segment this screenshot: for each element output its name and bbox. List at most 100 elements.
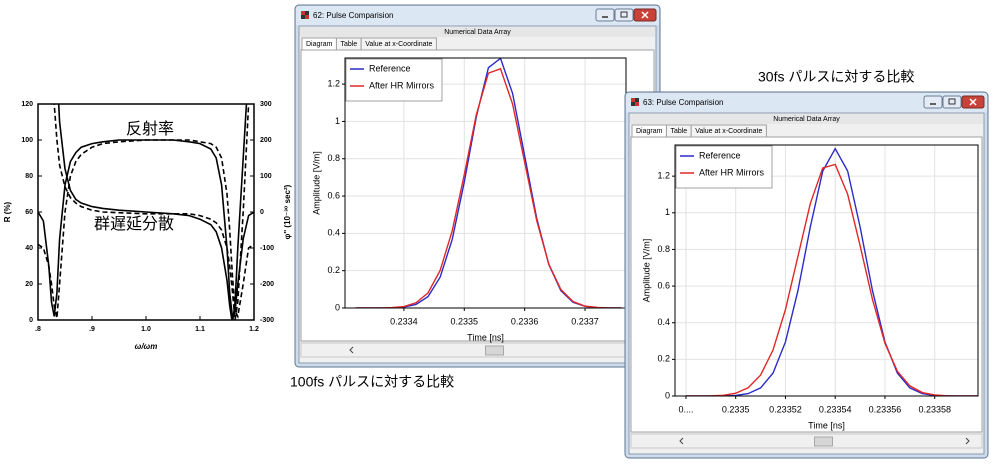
y-tick-label: 20 (25, 281, 33, 288)
y2-axis-label: φ'' (10⁻³⁰ sec²) (283, 184, 292, 239)
legend-label: Reference (369, 63, 411, 73)
chart: 0.2334 0.2335 0.2336 0.2337 0 0.2 0.4 0.6 0.8 1 1.… (311, 57, 627, 342)
y-tick-label: 40 (25, 245, 33, 252)
y2-tick-label: -300 (260, 317, 274, 324)
maximize-button[interactable] (942, 95, 962, 109)
maximize-glyph (620, 11, 628, 18)
scrollbar[interactable] (300, 342, 655, 358)
x-tick-label: 0.23352 (769, 404, 802, 414)
header-text: Numerical Data Array (444, 29, 511, 36)
icon-cell (305, 15, 309, 19)
y-tick-label: 0.2 (327, 265, 340, 275)
chart: .8 .9 1.0 1.1 1.2 0 20 40 60 80 100 120 -300 -200 -100… (3, 101, 292, 351)
y-tick-label: 0.6 (327, 190, 340, 200)
x-tick-label: 0.23356 (869, 404, 902, 414)
chart: 0.... 0.2335 0.23352 0.23354 0.23356 0.23358 0… (641, 144, 979, 430)
y-axis-label: Amplitude [V/m] (311, 151, 321, 215)
y-tick-label: 0.8 (657, 244, 670, 254)
y-tick-label: 60 (25, 209, 33, 216)
x-tick-label: 0.2337 (571, 316, 599, 326)
maximize-button[interactable] (614, 8, 634, 22)
window-icon (631, 98, 639, 106)
scroll-right-arrow[interactable] (965, 437, 970, 445)
y-tick-label: 0.4 (327, 228, 340, 238)
header-row (300, 27, 655, 37)
tab-label[interactable]: Table (340, 41, 357, 48)
y-tick-label: 120 (21, 101, 33, 108)
scroll-left-arrow[interactable] (679, 437, 684, 445)
series-line (57, 104, 248, 320)
tab-label[interactable]: Table (670, 128, 687, 135)
title-bar (626, 93, 987, 113)
legend-label: After HR Mirrors (699, 167, 764, 177)
y-tick-label: 0 (665, 390, 670, 400)
legend (675, 145, 773, 189)
header-row (630, 114, 983, 124)
icon-cell (301, 11, 305, 15)
y-tick-label: 0.8 (327, 153, 340, 163)
title-bar (296, 6, 659, 26)
tab-label[interactable]: Value at x-Coordinate (695, 128, 762, 135)
annotation: 反射率 (126, 120, 174, 138)
x-tick-label: 0.... (678, 404, 693, 414)
icon-cell (635, 102, 639, 106)
x-tick-label: 1.0 (141, 326, 151, 333)
y-tick-label: 0.6 (657, 280, 670, 290)
icon-cell (631, 102, 635, 106)
icon-cell (301, 15, 305, 19)
scrollbar[interactable] (630, 433, 983, 449)
y-tick-label: 0.2 (657, 354, 670, 364)
header-text: Numerical Data Array (773, 116, 840, 123)
series-line (53, 104, 250, 320)
minimize-button[interactable] (923, 95, 943, 109)
y-axis-label: Amplitude [V/m] (641, 239, 651, 303)
y2-tick-label: 200 (260, 137, 272, 144)
y2-tick-label: -200 (260, 281, 274, 288)
legend (345, 58, 443, 102)
plot-frame (674, 144, 979, 397)
icon-cell (305, 11, 309, 15)
plot-frame (37, 103, 255, 321)
annotation: 群遅延分散 (94, 215, 174, 233)
caption: 30fs パルスに対する比較 (758, 69, 914, 85)
x-tick-label: 0.2335 (722, 404, 750, 414)
close-glyph (641, 11, 649, 19)
y-tick-label: 100 (21, 137, 33, 144)
scroll-thumb[interactable] (485, 345, 504, 356)
x-tick-label: 1.2 (249, 326, 259, 333)
window-icon (301, 11, 309, 19)
x-tick-label: 0.23358 (918, 404, 951, 414)
y2-tick-label: -100 (260, 245, 274, 252)
x-tick-label: 0.2336 (511, 316, 539, 326)
series-line (38, 139, 254, 319)
icon-cell (631, 98, 635, 102)
y-axis-label: R (%) (3, 201, 12, 222)
y-tick-label: 0 (29, 317, 33, 324)
y2-tick-label: 0 (260, 209, 264, 216)
scroll-thumb[interactable] (814, 436, 833, 447)
maximize-glyph (948, 98, 956, 105)
window-title: 63: Pulse Comparision (643, 98, 723, 107)
series-line (355, 67, 622, 308)
x-axis-label: ω/ωm (135, 342, 158, 351)
tab-label[interactable]: Diagram (306, 41, 333, 48)
caption: 100fs パルスに対する比較 (290, 374, 454, 390)
y-tick-label: 1.2 (657, 171, 670, 181)
legend-label: Reference (699, 150, 741, 160)
scroll-left-arrow[interactable] (349, 346, 354, 354)
x-tick-label: .8 (35, 326, 41, 333)
x-tick-label: 0.23354 (819, 404, 852, 414)
x-tick-label: 0.2334 (390, 316, 418, 326)
y-tick-label: 1 (665, 207, 670, 217)
tab-label[interactable]: Diagram (636, 128, 663, 135)
x-tick-label: 0.2335 (451, 316, 479, 326)
series-line (685, 163, 978, 396)
y2-tick-label: 300 (260, 101, 272, 108)
y2-tick-label: 100 (260, 173, 272, 180)
legend-label: After HR Mirrors (369, 80, 434, 90)
tab-label[interactable]: Value at x-Coordinate (365, 41, 432, 48)
minimize-button[interactable] (595, 8, 615, 22)
x-axis-label: Time [ns] (467, 332, 504, 342)
x-tick-label: .9 (89, 326, 95, 333)
